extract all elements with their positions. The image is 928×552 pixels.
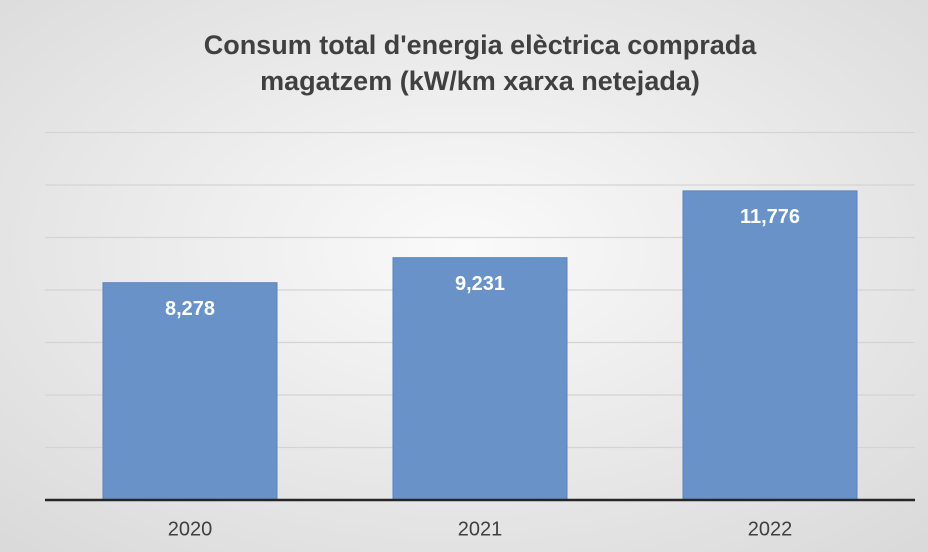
bar xyxy=(392,257,568,501)
bar xyxy=(102,282,278,501)
chart-title: magatzem (kW/km xarxa netejada) xyxy=(260,66,700,96)
data-label: 9,231 xyxy=(455,273,505,295)
x-tick-label: 2022 xyxy=(748,518,793,540)
x-tick-label: 2021 xyxy=(458,518,503,540)
data-label: 11,776 xyxy=(740,206,800,228)
bar xyxy=(682,190,858,501)
chart-title: Consum total d'energia elèctrica comprad… xyxy=(204,30,758,60)
data-label: 8,278 xyxy=(165,298,215,320)
x-tick-label: 2020 xyxy=(168,518,213,540)
